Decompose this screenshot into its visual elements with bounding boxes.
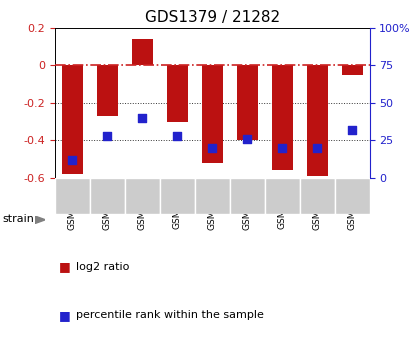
Text: GSM62236: GSM62236 <box>102 181 112 230</box>
Bar <box>160 178 194 214</box>
Text: percentile rank within the sample: percentile rank within the sample <box>76 310 263 320</box>
Bar <box>272 65 293 170</box>
Bar <box>131 39 152 65</box>
Point <box>104 133 110 139</box>
Title: GDS1379 / 21282: GDS1379 / 21282 <box>144 10 280 25</box>
Bar <box>202 65 223 163</box>
Bar <box>89 178 125 214</box>
Bar <box>160 178 265 214</box>
Text: ■: ■ <box>59 260 71 274</box>
Bar <box>341 65 362 75</box>
Point <box>139 115 145 120</box>
Bar <box>265 178 299 214</box>
Point <box>349 127 355 132</box>
Point <box>69 157 76 162</box>
Text: log2 ratio: log2 ratio <box>76 262 129 272</box>
Text: GSM62239: GSM62239 <box>348 181 357 230</box>
Text: GSM62238: GSM62238 <box>312 181 322 230</box>
Bar <box>125 178 160 214</box>
Polygon shape <box>35 216 45 224</box>
Text: ■: ■ <box>59 309 71 322</box>
Bar <box>265 178 370 214</box>
Bar <box>230 178 265 214</box>
Text: hif-1: hif-1 <box>304 189 330 203</box>
Bar <box>236 65 257 140</box>
Text: GSM62237: GSM62237 <box>138 181 147 230</box>
Bar <box>194 178 230 214</box>
Bar <box>97 65 118 116</box>
Bar <box>299 178 335 214</box>
Text: GSM62232: GSM62232 <box>173 181 181 229</box>
Bar <box>335 178 370 214</box>
Point <box>244 136 250 141</box>
Bar <box>307 65 328 176</box>
Point <box>209 145 215 150</box>
Bar <box>167 65 188 121</box>
Text: strain: strain <box>2 214 34 224</box>
Text: GSM62235: GSM62235 <box>243 181 252 230</box>
Bar <box>62 65 83 174</box>
Bar <box>55 178 89 214</box>
Text: vhl-1: vhl-1 <box>197 189 227 203</box>
Text: GSM62233: GSM62233 <box>207 181 217 230</box>
Text: GSM62234: GSM62234 <box>278 181 286 229</box>
Point <box>314 145 320 150</box>
Bar <box>55 178 160 214</box>
Point <box>174 133 181 139</box>
Text: GSM62231: GSM62231 <box>68 181 76 230</box>
Point <box>279 145 286 150</box>
Text: wild type: wild type <box>80 189 134 203</box>
